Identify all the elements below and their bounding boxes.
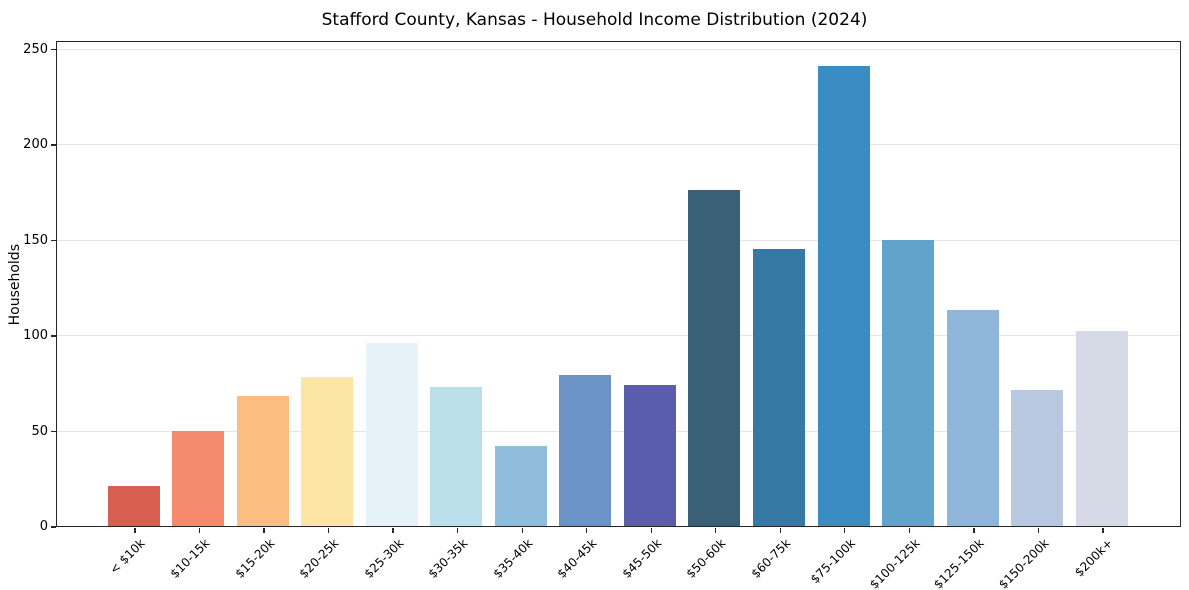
- y-axis-tick: [51, 335, 56, 337]
- x-axis-tick: [779, 527, 781, 533]
- x-axis-tick: [844, 527, 846, 533]
- x-axis-tick-label: $15-20k: [232, 536, 277, 581]
- x-axis-tick: [586, 527, 588, 533]
- y-axis-tick-label: 200: [23, 137, 48, 153]
- y-axis-tick-label: 100: [23, 328, 48, 344]
- bar: [172, 430, 225, 526]
- x-axis-tick-label: $25-30k: [361, 536, 407, 581]
- y-axis-tick-label: 150: [23, 232, 48, 248]
- gridline: [57, 335, 1180, 337]
- bar: [494, 445, 547, 526]
- bar: [236, 396, 289, 526]
- x-axis-tick-label: $40-45k: [554, 536, 600, 581]
- bar: [623, 384, 676, 526]
- x-axis-tick-label: < $10k: [107, 536, 148, 577]
- x-axis-tick: [521, 527, 523, 533]
- x-axis-tick-label: $50-60k: [683, 536, 729, 581]
- y-axis-label-container: Households: [7, 42, 23, 527]
- y-axis-tick: [51, 144, 56, 146]
- y-axis-tick-label: 250: [23, 41, 48, 57]
- x-axis-tick: [327, 527, 330, 533]
- x-axis-tick-label: $35-40k: [490, 536, 536, 581]
- x-axis-tick: [263, 527, 265, 533]
- x-axis-tick: [908, 527, 910, 533]
- x-axis-tick: [650, 527, 652, 533]
- x-axis-tick: [973, 527, 975, 533]
- y-axis-tick: [51, 239, 56, 242]
- x-axis-tick: [715, 527, 717, 533]
- gridline: [57, 430, 1180, 432]
- bar: [365, 342, 418, 526]
- y-axis-tick: [51, 526, 56, 528]
- y-axis-tick: [51, 430, 56, 433]
- bar: [688, 189, 741, 526]
- bar: [1011, 390, 1064, 526]
- gridline: [57, 239, 1180, 241]
- x-axis-tick-label: $125-150k: [931, 536, 987, 590]
- gridline: [57, 144, 1180, 146]
- bar: [753, 249, 805, 526]
- x-axis-tick-label: $100-125k: [866, 536, 923, 590]
- x-axis-tick: [198, 527, 201, 533]
- bar: [107, 485, 160, 526]
- plot-area: [56, 41, 1181, 527]
- x-axis-tick: [1037, 527, 1040, 533]
- y-axis-tick-label: 50: [31, 423, 48, 439]
- bar: [817, 65, 870, 526]
- x-axis-tick-label: $150-200k: [995, 536, 1052, 590]
- bar: [1075, 331, 1128, 526]
- bar: [430, 386, 483, 526]
- x-axis-tick-label: $200k+: [1072, 536, 1116, 580]
- x-axis-tick-label: $20-25k: [296, 536, 342, 581]
- bar: [559, 375, 612, 526]
- x-axis-tick-label: $75-100k: [807, 536, 858, 587]
- bar: [946, 310, 999, 526]
- gridline: [57, 48, 1180, 50]
- bar: [301, 377, 354, 526]
- x-axis-tick: [134, 527, 136, 533]
- y-axis-tick: [51, 48, 56, 51]
- x-axis-tick-label: $45-50k: [619, 536, 665, 581]
- bar: [882, 239, 935, 526]
- y-axis-tick-label: 0: [39, 519, 48, 534]
- x-axis-tick-label: $30-35k: [425, 536, 471, 581]
- x-axis-tick-label: $60-75k: [748, 536, 794, 581]
- x-axis-tick-label: $10-15k: [167, 536, 213, 581]
- x-axis-tick: [1102, 527, 1104, 533]
- chart-title: Stafford County, Kansas - Household Inco…: [321, 10, 868, 30]
- y-axis-label: Households: [7, 243, 23, 326]
- x-axis-tick: [457, 527, 459, 533]
- x-axis-tick: [392, 527, 394, 533]
